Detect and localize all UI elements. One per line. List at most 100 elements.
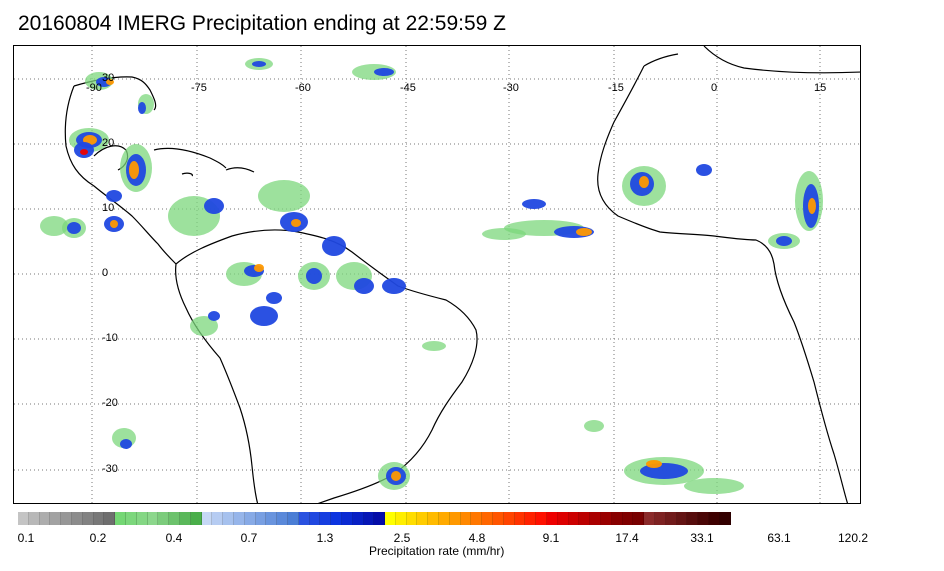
colorbar-swatch	[255, 512, 267, 525]
precip-cell	[254, 264, 264, 272]
colorbar-swatch	[449, 512, 461, 525]
colorbar-swatch	[147, 512, 159, 525]
precip-cell	[374, 68, 394, 76]
colorbar-tick-label: 9.1	[542, 531, 560, 545]
colorbar-swatch	[50, 512, 62, 525]
precip-cell	[808, 198, 816, 214]
colorbar-swatch	[363, 512, 375, 525]
precip-cell	[776, 236, 792, 246]
precip-cell	[204, 198, 224, 214]
colorbar-swatch	[568, 512, 580, 525]
colorbar-tick-label: 4.8	[468, 531, 486, 545]
latitude-label: -10	[102, 332, 118, 344]
precip-cell	[120, 439, 132, 449]
colorbar-swatch	[622, 512, 634, 525]
colorbar-swatch	[439, 512, 450, 525]
gridlines	[14, 46, 860, 503]
longitude-label: -90	[86, 82, 102, 94]
precip-cell	[110, 220, 118, 228]
colorbar-swatch	[579, 512, 591, 525]
colorbar-swatch	[633, 512, 645, 525]
precip-cell	[391, 471, 401, 481]
precip-cell	[252, 61, 266, 67]
colorbar-swatch	[493, 512, 504, 525]
precip-cell	[576, 228, 592, 236]
colorbar-swatch	[709, 512, 720, 525]
colorbar-swatch	[590, 512, 602, 525]
precip-cell	[322, 236, 346, 256]
map-canvas	[14, 46, 860, 503]
colorbar-swatch	[428, 512, 440, 525]
colorbar-swatch	[644, 512, 656, 525]
colorbar-swatch	[244, 512, 256, 525]
colorbar-swatch	[471, 512, 483, 525]
colorbar-swatch	[223, 512, 234, 525]
colorbar-swatch	[395, 512, 407, 525]
colorbar-swatch	[125, 512, 137, 525]
central-america-coast	[64, 85, 177, 265]
colorbar-swatch	[71, 512, 83, 525]
precip-cell	[422, 341, 446, 351]
longitude-label: 15	[814, 82, 827, 94]
colorbar-tick-label: 0.2	[89, 531, 107, 545]
colorbar-swatch	[233, 512, 245, 525]
precip-cell	[266, 292, 282, 304]
colorbar-swatch	[136, 512, 148, 525]
colorbar-tick-label: 33.1	[690, 531, 714, 545]
colorbar-swatch	[611, 512, 623, 525]
precip-cell	[482, 228, 526, 240]
colorbar	[18, 512, 731, 525]
map-title: 20160804 IMERG Precipitation ending at 2…	[18, 12, 506, 35]
colorbar-swatch	[287, 512, 299, 525]
latitude-label: 10	[102, 202, 115, 214]
precip-cell	[80, 149, 88, 155]
colorbar-swatch	[460, 512, 472, 525]
precip-cell	[354, 278, 374, 294]
colorbar-swatch	[82, 512, 94, 525]
colorbar-swatch	[341, 512, 353, 525]
colorbar-swatch	[514, 512, 526, 525]
colorbar-tick-label: 0.1	[17, 531, 35, 545]
precipitation-overlay	[40, 58, 823, 494]
colorbar-swatch	[93, 512, 105, 525]
colorbar-swatch	[104, 512, 116, 525]
colorbar-swatch	[687, 512, 699, 525]
colorbar-tick-label: 0.7	[240, 531, 258, 545]
colorbar-tick-label: 17.4	[615, 531, 639, 545]
cuba-island	[153, 147, 227, 169]
longitude-label: -15	[608, 82, 624, 94]
coastlines	[64, 46, 860, 503]
precip-cell	[522, 199, 546, 209]
latitude-label: 0	[102, 267, 109, 279]
colorbar-swatch	[18, 512, 29, 525]
precip-cell	[106, 79, 114, 85]
longitude-label: 0	[711, 82, 718, 94]
colorbar-tick-label: 0.4	[165, 531, 183, 545]
latitude-label: 20	[102, 137, 115, 149]
colorbar-swatch	[266, 512, 278, 525]
colorbar-swatch	[536, 512, 548, 525]
colorbar-swatch	[719, 512, 731, 525]
precip-cell	[684, 478, 744, 494]
precip-cell	[67, 222, 81, 234]
precip-cell	[646, 460, 662, 468]
colorbar-swatch	[277, 512, 288, 525]
colorbar-swatch	[676, 512, 688, 525]
longitude-label: -60	[295, 82, 311, 94]
longitude-label: -45	[400, 82, 416, 94]
latitude-label: -30	[102, 463, 118, 475]
colorbar-swatch	[61, 512, 72, 525]
precip-cell	[40, 216, 68, 236]
colorbar-swatch	[298, 512, 310, 525]
colorbar-swatch	[309, 512, 321, 525]
colorbar-tick-label: 1.3	[316, 531, 334, 545]
precip-cell	[208, 311, 220, 321]
colorbar-swatch	[158, 512, 170, 525]
colorbar-swatch	[525, 512, 537, 525]
map-frame: -90 -75 -60 -45 -30 -15 0 15 30 20 10 0 -10 -20 -30	[13, 45, 861, 504]
precip-cell	[106, 190, 122, 202]
colorbar-swatch	[190, 512, 202, 525]
hispaniola-island	[225, 167, 255, 173]
west-africa-coast	[597, 65, 849, 503]
colorbar-swatch	[115, 512, 126, 525]
